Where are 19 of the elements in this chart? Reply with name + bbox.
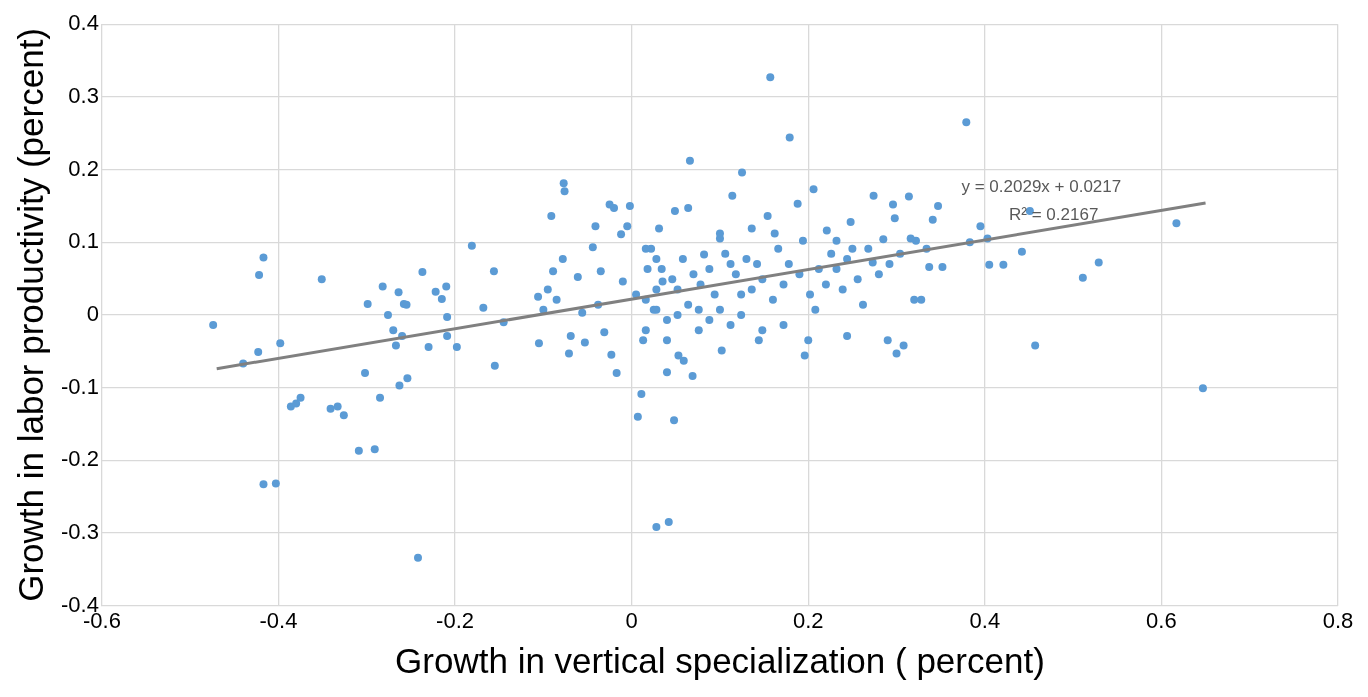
y-tick-label: 0.2	[68, 155, 99, 181]
x-tick-label: 0.6	[1146, 607, 1177, 633]
x-tick-label: -0.4	[259, 607, 298, 633]
y-tick-label: 0.3	[68, 82, 99, 108]
x-axis-title: Growth in vertical specialization ( percent)	[395, 640, 1045, 680]
x-tick-label: 0.2	[792, 607, 824, 633]
y-tick-label: 0.4	[68, 10, 99, 36]
y-axis-title: Growth in labor productivity (percent)	[10, 27, 50, 602]
y-tick-label: 0	[86, 300, 99, 326]
y-tick-label: -0.1	[60, 373, 99, 399]
annotation: R² = 0.2167	[1009, 204, 1099, 224]
y-tick-label: -0.3	[60, 518, 99, 544]
annotation: y = 0.2029x + 0.0217	[961, 176, 1122, 196]
x-tick-label: 0.8	[1322, 607, 1354, 633]
x-tick-label: 0.4	[969, 607, 1001, 633]
x-tick-label: 0	[625, 607, 638, 633]
y-tick-label: -0.2	[60, 446, 99, 472]
x-tick-label: -0.2	[436, 607, 475, 633]
y-tick-label: 0.1	[68, 228, 99, 254]
